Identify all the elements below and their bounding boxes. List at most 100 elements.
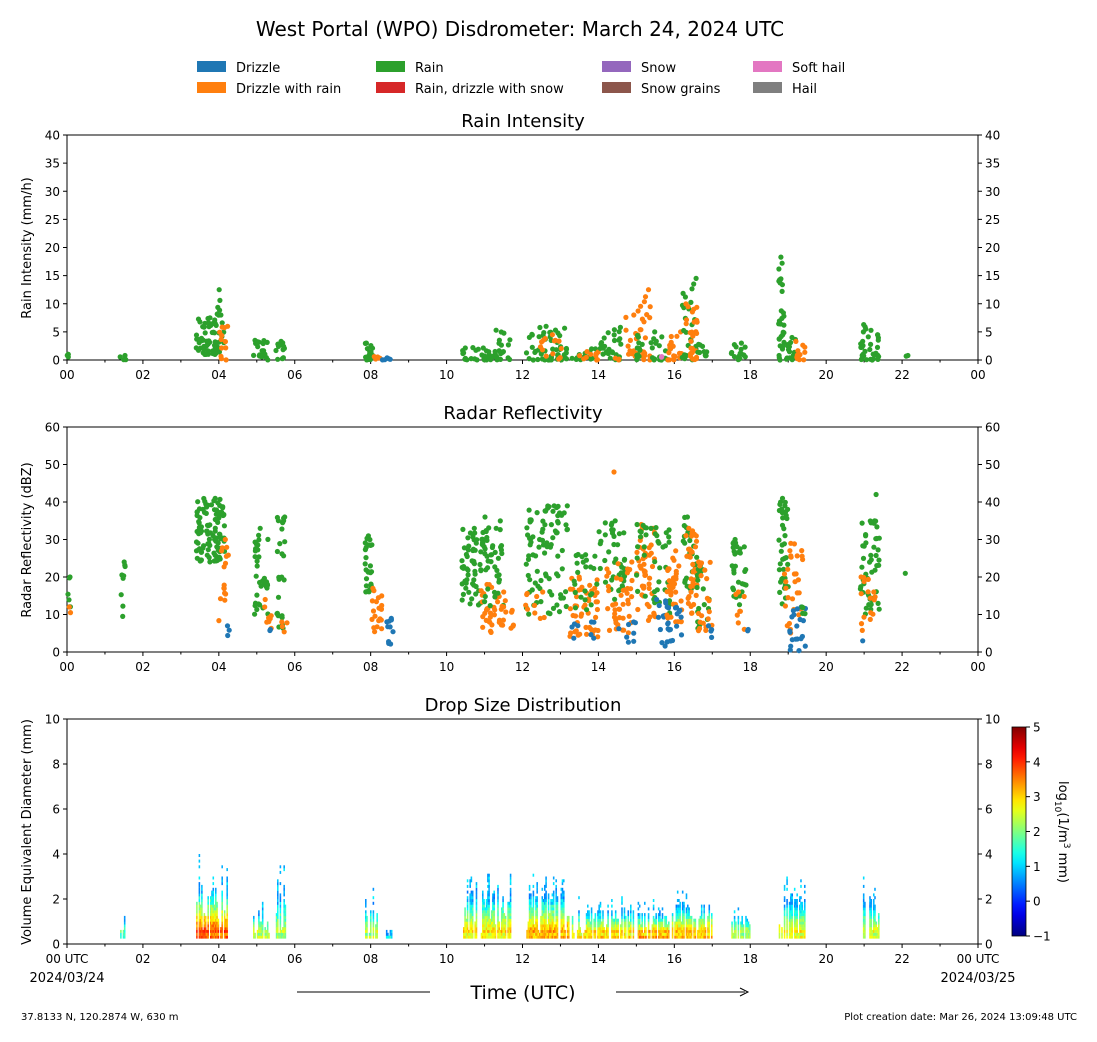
heatmap-cell bbox=[862, 876, 865, 880]
heatmap-cell bbox=[804, 907, 806, 911]
heatmap-cell bbox=[585, 927, 588, 931]
data-point bbox=[863, 357, 870, 363]
heatmap-cell bbox=[217, 927, 220, 931]
heatmap-cell bbox=[638, 915, 641, 919]
heatmap-cell bbox=[783, 935, 786, 939]
heatmap-cell bbox=[599, 924, 602, 928]
heatmap-cell bbox=[226, 882, 228, 886]
heatmap-cell bbox=[676, 907, 679, 911]
data-point bbox=[616, 606, 623, 612]
heatmap-cell bbox=[564, 932, 566, 936]
heatmap-cell bbox=[488, 924, 490, 928]
heatmap-cell bbox=[223, 929, 226, 933]
data-point bbox=[871, 544, 877, 550]
heatmap-cell bbox=[802, 918, 805, 922]
data-point bbox=[698, 573, 704, 579]
data-point bbox=[656, 602, 662, 609]
data-point bbox=[637, 534, 644, 540]
heatmap-cell bbox=[640, 929, 642, 933]
heatmap-cell bbox=[786, 927, 788, 931]
heatmap-cell bbox=[277, 884, 279, 888]
heatmap-cell bbox=[526, 935, 528, 939]
heatmap-cell bbox=[681, 929, 684, 933]
heatmap-cell bbox=[212, 882, 215, 886]
heatmap-cell bbox=[540, 927, 542, 931]
heatmap-cell bbox=[283, 899, 285, 903]
heatmap-cell bbox=[532, 921, 535, 925]
data-point bbox=[281, 343, 287, 349]
heatmap-cell bbox=[675, 921, 678, 925]
heatmap-cell bbox=[681, 915, 684, 919]
heatmap-cell bbox=[693, 929, 695, 933]
heatmap-cell bbox=[628, 929, 631, 933]
heatmap-cell bbox=[541, 896, 544, 900]
heatmap-cell bbox=[640, 932, 642, 936]
heatmap-cell bbox=[484, 924, 487, 928]
legend-swatch-drizzle-with-rain bbox=[197, 82, 226, 93]
heatmap-cell bbox=[284, 932, 287, 936]
heatmap-cell bbox=[612, 918, 614, 922]
x-tick-label: 00 bbox=[59, 368, 74, 382]
heatmap-cell bbox=[795, 918, 797, 922]
heatmap-cell bbox=[210, 927, 212, 931]
heatmap-cell bbox=[737, 921, 740, 925]
heatmap-cell bbox=[485, 918, 488, 922]
heatmap-cell bbox=[501, 924, 503, 928]
data-point bbox=[659, 334, 665, 340]
data-point bbox=[602, 532, 608, 538]
heatmap-cell bbox=[778, 927, 781, 931]
data-point bbox=[507, 337, 513, 343]
data-point bbox=[778, 579, 784, 585]
heatmap-cell bbox=[796, 910, 798, 914]
heatmap-cell bbox=[678, 907, 680, 911]
data-point bbox=[635, 588, 641, 595]
heatmap-cell bbox=[700, 924, 703, 928]
heatmap-cell bbox=[123, 918, 126, 922]
y-tick-label-right: 20 bbox=[985, 571, 1000, 585]
heatmap-cell bbox=[804, 927, 806, 931]
heatmap-cell bbox=[741, 918, 743, 922]
heatmap-cell bbox=[463, 927, 465, 931]
heatmap-cell bbox=[687, 921, 689, 925]
heatmap-cell bbox=[864, 910, 866, 914]
data-point bbox=[538, 599, 544, 605]
heatmap-cell bbox=[226, 921, 228, 925]
heatmap-cell bbox=[484, 915, 487, 919]
data-point bbox=[462, 355, 468, 361]
heatmap-cell bbox=[530, 915, 532, 919]
data-point bbox=[538, 577, 544, 584]
heatmap-cell bbox=[693, 932, 695, 936]
data-point bbox=[868, 341, 874, 347]
heatmap-cell bbox=[530, 901, 532, 905]
heatmap-cell bbox=[561, 896, 564, 900]
data-point bbox=[193, 345, 199, 351]
heatmap-cell bbox=[490, 932, 493, 936]
heatmap-cell bbox=[563, 932, 565, 936]
heatmap-cell bbox=[671, 927, 674, 931]
heatmap-cell bbox=[598, 924, 600, 928]
data-point bbox=[532, 349, 538, 355]
heatmap-cell bbox=[869, 899, 871, 903]
heatmap-cell bbox=[699, 918, 702, 922]
heatmap-cell bbox=[681, 921, 684, 925]
heatmap-cell bbox=[493, 935, 495, 939]
data-point bbox=[268, 613, 274, 619]
data-point bbox=[595, 634, 601, 640]
heatmap-cell bbox=[216, 904, 218, 908]
heatmap-cell bbox=[253, 927, 255, 931]
heatmap-cell bbox=[466, 899, 469, 903]
data-point bbox=[279, 551, 285, 557]
data-point bbox=[281, 629, 287, 635]
heatmap-cell bbox=[869, 932, 871, 936]
heatmap-cell bbox=[711, 918, 713, 922]
data-point bbox=[584, 631, 590, 637]
data-point bbox=[118, 592, 124, 598]
heatmap-cell bbox=[528, 918, 531, 922]
heatmap-cell bbox=[788, 927, 791, 931]
heatmap-cell bbox=[528, 904, 531, 908]
heatmap-cell bbox=[258, 913, 260, 917]
heatmap-cell bbox=[283, 927, 285, 931]
heatmap-cell bbox=[644, 921, 646, 925]
data-point bbox=[781, 322, 787, 328]
heatmap-cell bbox=[390, 935, 393, 939]
